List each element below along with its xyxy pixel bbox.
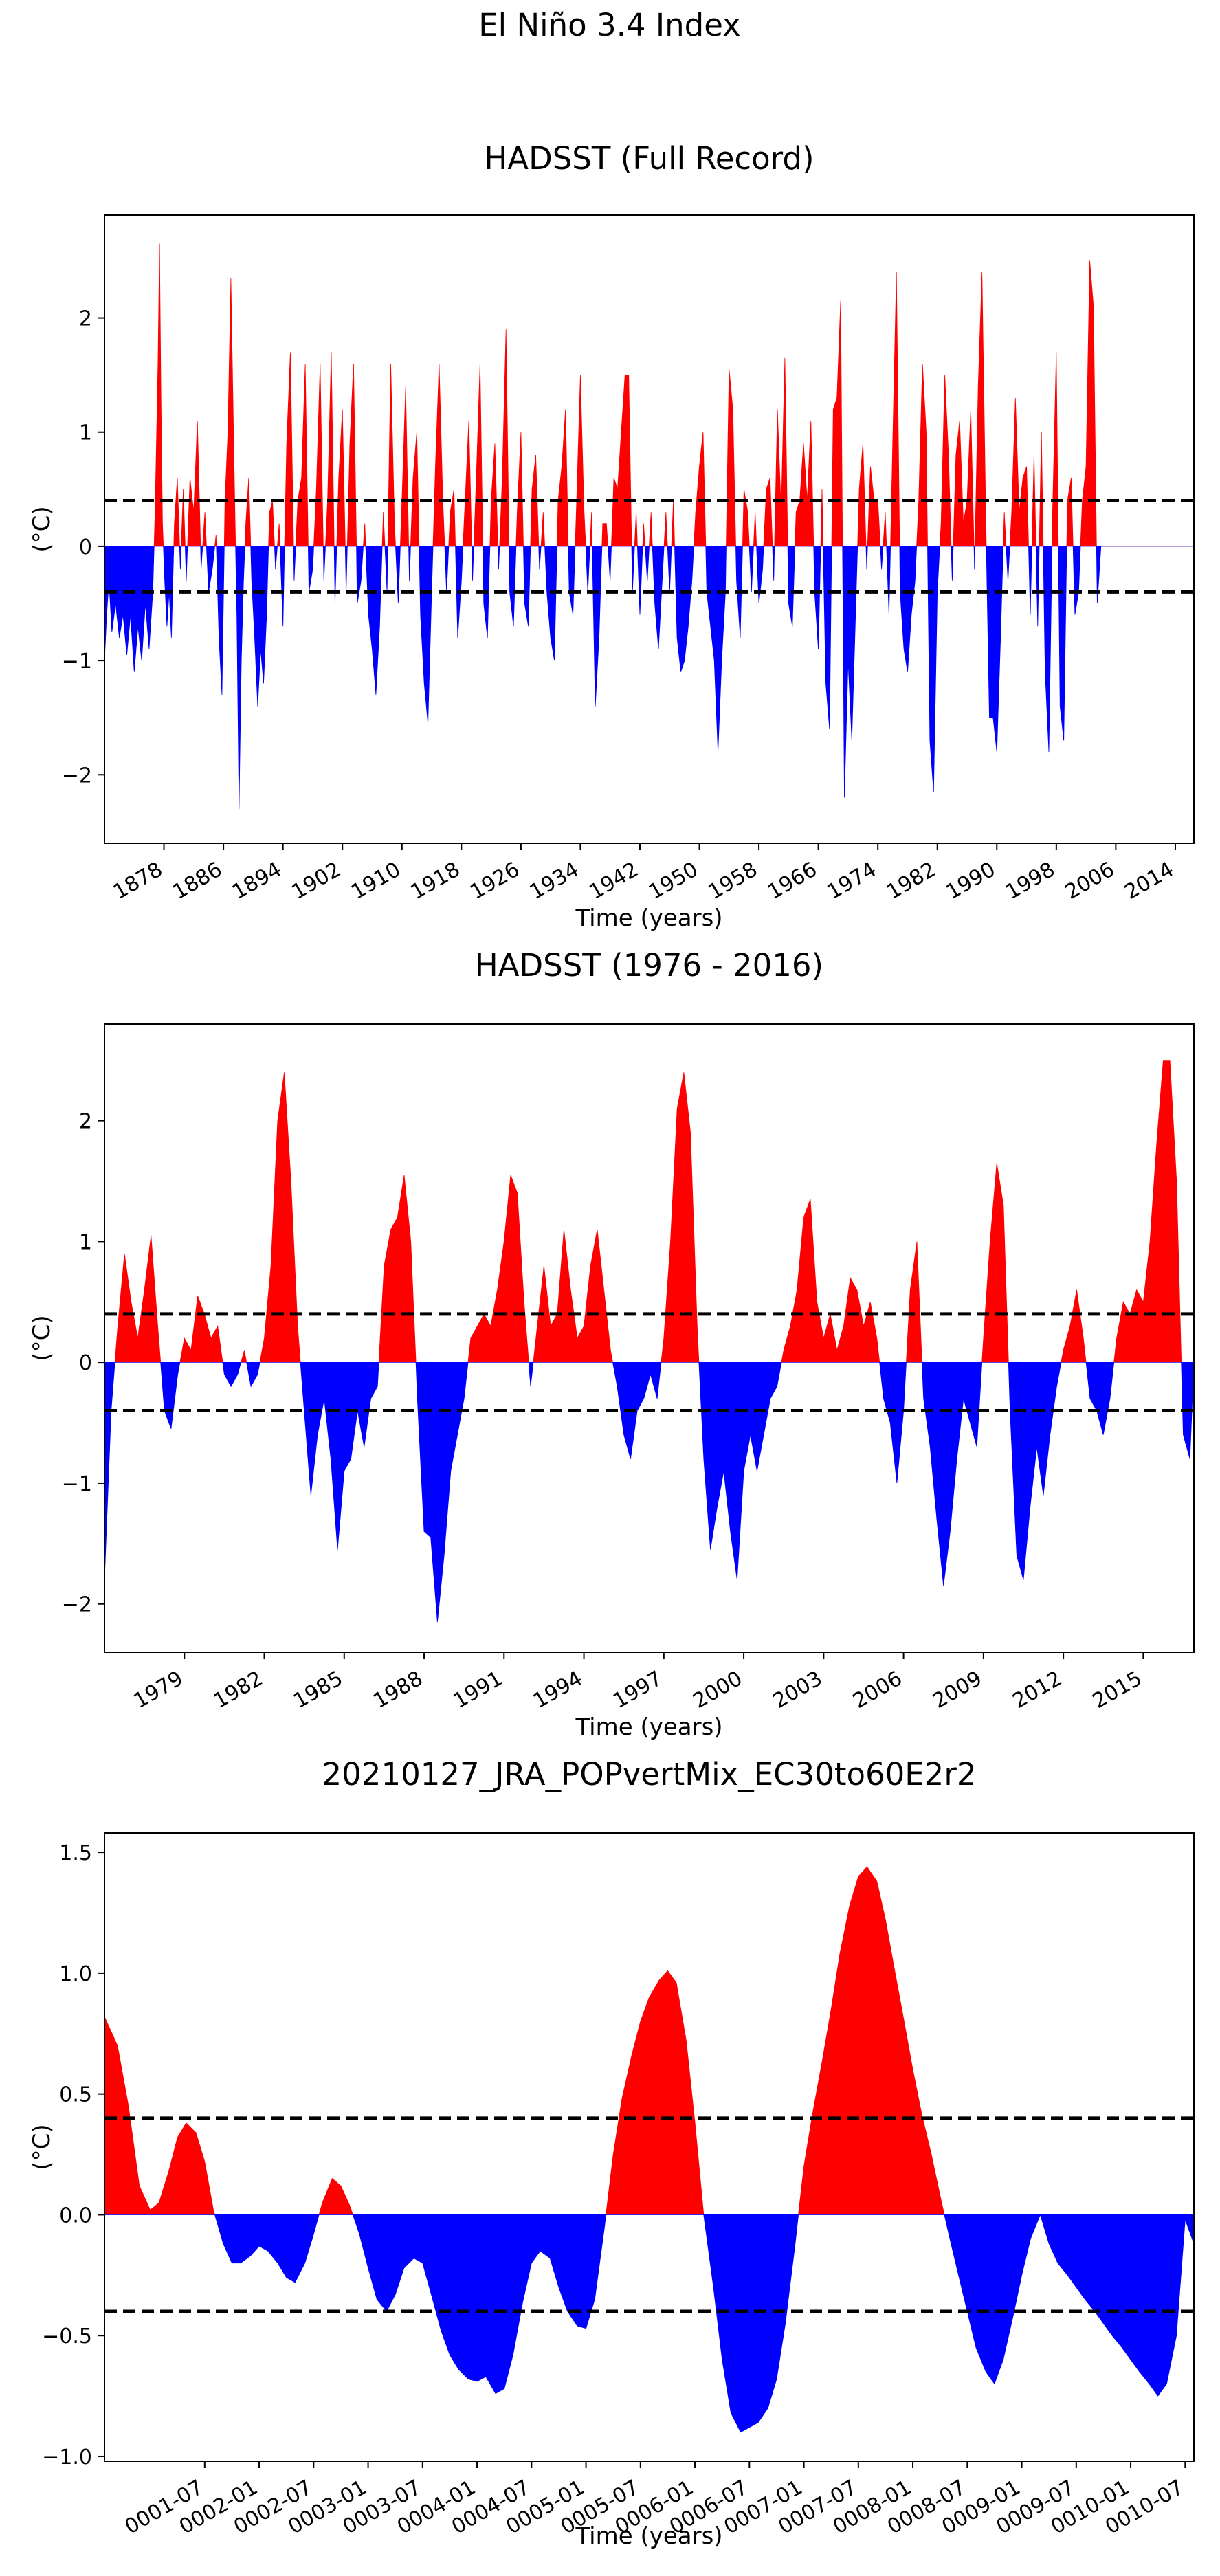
positive-anomaly-area (104, 1060, 1194, 1363)
x-tick-label: 2003 (769, 1667, 827, 1713)
y-tick-label: −1 (62, 649, 92, 674)
chart-panel-2: HADSST (1976 - 2016) 2 1 0 −1 −2 1979 1982 1985 1… (28, 947, 1195, 1741)
y-axis-label: (°C) (28, 506, 56, 552)
x-tick-label: 1994 (529, 1667, 587, 1713)
y-tick-label: −2 (62, 764, 92, 788)
y-tick-label: 1.5 (59, 1841, 92, 1865)
plot-area (104, 1060, 1194, 1623)
y-tick-label: −2 (62, 1593, 92, 1617)
y-tick-label: 0.5 (59, 2083, 92, 2107)
chart-title: 20210127_JRA_POPvertMix_EC30to60E2r2 (322, 1756, 977, 1792)
x-tick-label: 1950 (645, 858, 702, 904)
y-tick-label: 0 (79, 1351, 92, 1375)
x-tick-label: 1985 (289, 1667, 347, 1713)
x-tick-label: 1982 (883, 858, 940, 904)
y-tick-label: −1 (62, 1472, 92, 1496)
x-tick-label: 1974 (823, 858, 881, 904)
y-tick-label: 1.0 (59, 1962, 92, 1986)
x-tick-label: 1926 (466, 858, 524, 904)
positive-anomaly-area (104, 1866, 1194, 2215)
x-tick-label: 2012 (1008, 1667, 1066, 1713)
chart-title: HADSST (Full Record) (484, 140, 814, 177)
y-tick-label: 2 (79, 307, 92, 331)
negative-anomaly-area (104, 2214, 1194, 2433)
x-tick-label: 2009 (929, 1667, 986, 1713)
axes-frame (104, 1832, 1195, 2462)
x-tick-label: 1990 (942, 858, 1000, 904)
x-axis-label: Time (years) (575, 2522, 722, 2550)
x-tick-label: 1942 (585, 858, 643, 904)
y-tick-label: −0.5 (42, 2324, 92, 2349)
axes-frame (104, 1023, 1195, 1653)
x-tick-label: 1988 (369, 1667, 427, 1713)
y-tick-label: 1 (79, 421, 92, 445)
plot-area (104, 1866, 1194, 2433)
x-tick-label: 1958 (704, 858, 762, 904)
x-tick-label: 2006 (849, 1667, 907, 1713)
x-axis-label: Time (years) (575, 904, 722, 932)
positive-anomaly-area (104, 243, 1194, 547)
x-tick-label: 1934 (526, 858, 584, 904)
x-tick-label: 2015 (1089, 1667, 1146, 1713)
x-tick-label: 2014 (1120, 858, 1178, 904)
chart-panel-3: 20210127_JRA_POPvertMix_EC30to60E2r2 1.5 1… (28, 1756, 1195, 2550)
x-tick-label: 1966 (764, 858, 821, 904)
negative-anomaly-area (104, 546, 1194, 810)
y-axis-label: (°C) (28, 2124, 56, 2170)
y-tick-label: 1 (79, 1230, 92, 1254)
x-axis-label: Time (years) (575, 1713, 722, 1741)
plot-area (104, 243, 1194, 810)
x-tick-label: 1918 (407, 858, 465, 904)
figure-title: El Niño 3.4 Index (478, 7, 741, 43)
x-tick-label: 1979 (130, 1667, 188, 1713)
negative-anomaly-area (104, 1362, 1194, 1623)
y-tick-label: −1.0 (42, 2445, 92, 2469)
x-tick-label: 1878 (109, 858, 167, 904)
axes-frame (104, 214, 1195, 844)
x-tick-label: 1886 (168, 858, 226, 904)
x-tick-label: 1894 (228, 858, 286, 904)
x-tick-label: 1982 (210, 1667, 267, 1713)
x-tick-label: 1991 (450, 1667, 507, 1713)
x-tick-label: 2006 (1061, 858, 1119, 904)
y-tick-label: 0 (79, 535, 92, 559)
x-tick-label: 1910 (347, 858, 405, 904)
y-axis-label: (°C) (28, 1315, 56, 1361)
y-tick-label: 2 (79, 1110, 92, 1134)
x-tick-label: 1902 (288, 858, 346, 904)
chart-title: HADSST (1976 - 2016) (475, 947, 823, 984)
x-tick-label: 1998 (1001, 858, 1059, 904)
x-tick-label: 2000 (689, 1667, 746, 1713)
x-tick-label: 1997 (609, 1667, 667, 1713)
y-tick-label: 0.0 (59, 2203, 92, 2228)
